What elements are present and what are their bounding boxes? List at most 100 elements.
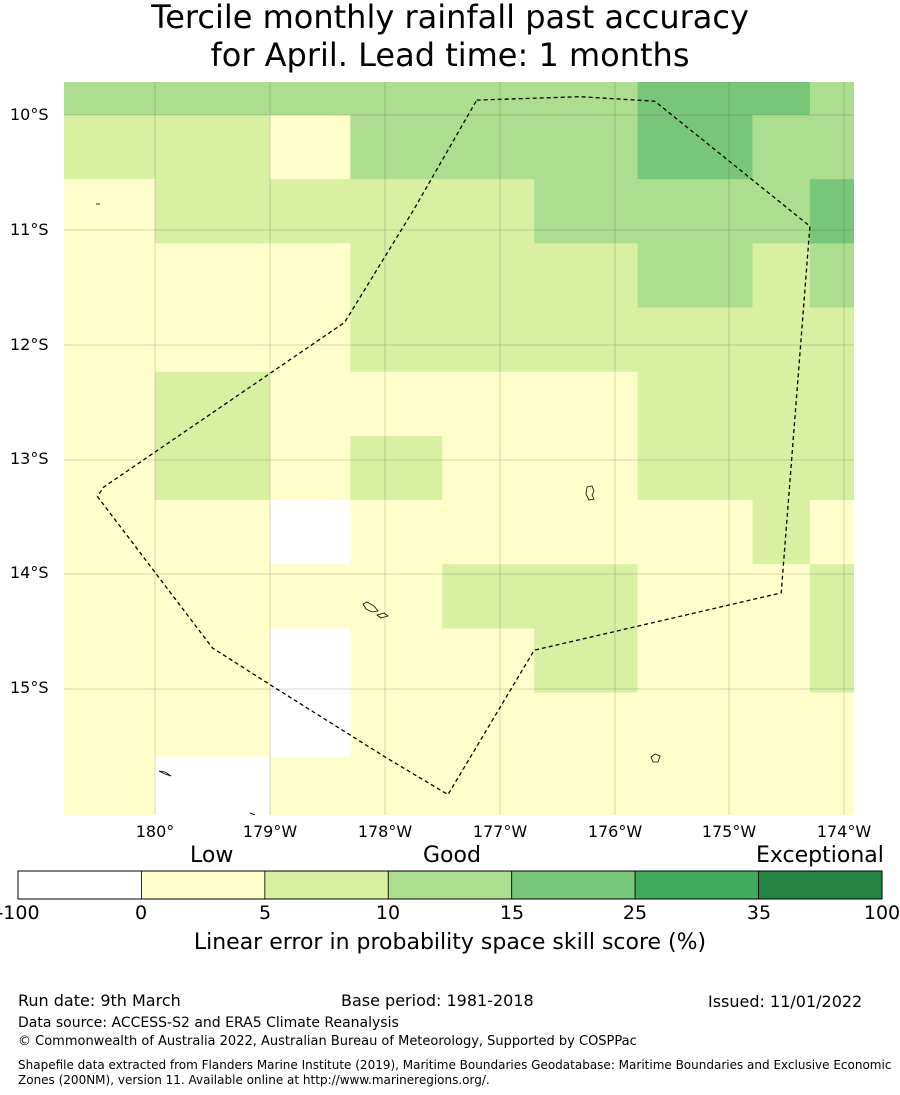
colorbar-label-exceptional: Exceptional	[756, 843, 884, 868]
skill-cell	[752, 179, 811, 244]
skill-cell	[534, 179, 639, 244]
colorbar-segment	[141, 870, 266, 900]
skill-cell	[64, 82, 156, 116]
colorbar-tick: 5	[258, 902, 272, 924]
skill-cell	[350, 371, 443, 437]
skill-cell	[442, 756, 535, 815]
island-outline	[650, 753, 661, 763]
skill-cell	[269, 82, 351, 116]
skill-cell	[534, 435, 639, 501]
skill-cell	[350, 564, 443, 630]
skill-cell	[637, 756, 754, 815]
lat-label-15s: 15°S	[10, 678, 49, 697]
skill-cell	[534, 243, 639, 309]
skill-cell	[534, 371, 639, 437]
lat-label-10s: 10°S	[10, 105, 49, 124]
skill-cell	[534, 564, 639, 630]
skill-cell	[752, 756, 811, 815]
skill-cell	[809, 564, 854, 630]
skill-cell	[442, 371, 535, 437]
copyright: © Commonwealth of Australia 2022, Austra…	[18, 1034, 637, 1049]
data-source: Data source: ACCESS-S2 and ERA5 Climate …	[18, 1015, 399, 1031]
skill-cell	[350, 82, 443, 116]
skill-cell	[269, 628, 351, 694]
skill-cell	[534, 307, 639, 373]
skill-cell	[442, 692, 535, 758]
map-title: Tercile monthly rainfall past accuracy f…	[0, 0, 900, 74]
skill-cell	[809, 435, 854, 501]
lat-label-12s: 12°S	[10, 335, 49, 354]
lon-label-174w: 174°W	[816, 822, 872, 841]
skill-cell	[350, 115, 443, 180]
island-outline	[585, 485, 595, 501]
skill-cell	[637, 243, 754, 309]
colorbar-segment	[634, 870, 759, 900]
colorbar-tick: 10	[375, 902, 401, 924]
skill-cell	[637, 82, 754, 116]
skill-cell	[637, 500, 754, 565]
colorbar-segment	[17, 870, 142, 900]
skill-cell	[534, 500, 639, 565]
colorbar-tick: -100	[0, 902, 40, 924]
skill-cell	[809, 628, 854, 694]
skill-cell	[155, 692, 271, 758]
skill-cell	[350, 435, 443, 501]
lat-label-14s: 14°S	[10, 563, 49, 582]
skill-cell	[269, 692, 351, 758]
skill-cell	[637, 371, 754, 437]
skill-cell	[269, 115, 351, 180]
skill-cell	[64, 756, 156, 815]
island-outline	[158, 770, 172, 777]
skill-cell	[752, 564, 811, 630]
lon-label-177w: 177°W	[472, 822, 528, 841]
lon-label-176w: 176°W	[587, 822, 643, 841]
skill-cell	[809, 756, 854, 815]
lon-label-175w: 175°W	[701, 822, 757, 841]
skill-cell	[269, 179, 351, 244]
skill-cell	[809, 243, 854, 309]
skill-cell	[752, 371, 811, 437]
colorbar-label-good: Good	[423, 843, 481, 868]
skill-cell	[809, 179, 854, 244]
skill-cell	[534, 115, 639, 180]
title-line-1: Tercile monthly rainfall past accuracy	[151, 0, 749, 36]
colorbar-segment	[264, 870, 389, 900]
skill-cell	[442, 307, 535, 373]
eez-boundary	[96, 96, 811, 796]
skill-cell	[442, 628, 535, 694]
issued-date: Issued: 11/01/2022	[708, 992, 863, 1011]
skill-cell	[350, 628, 443, 694]
skill-cell	[64, 628, 156, 694]
colorbar-tick: 15	[499, 902, 525, 924]
colorbar-segment	[511, 870, 636, 900]
skill-cell	[155, 628, 271, 694]
skill-cell	[442, 243, 535, 309]
skill-cell	[637, 628, 754, 694]
skill-cell	[809, 692, 854, 758]
skill-cell	[442, 115, 535, 180]
skill-cell	[752, 500, 811, 565]
skill-cell	[269, 435, 351, 501]
skill-cell	[155, 82, 271, 116]
colorbar-tick: 100	[863, 902, 900, 924]
skill-cell	[350, 692, 443, 758]
skill-cell	[442, 500, 535, 565]
skill-cell	[809, 115, 854, 180]
skill-cell	[350, 179, 443, 244]
shapefile-credit-line-1: Shapefile data extracted from Flanders M…	[18, 1058, 892, 1072]
skill-cell	[64, 243, 156, 309]
lon-label-178w: 178°W	[357, 822, 413, 841]
colorbar-tick: 25	[622, 902, 648, 924]
skill-cell	[534, 82, 639, 116]
colorbar-segment	[387, 870, 513, 900]
island-outline	[376, 612, 389, 619]
skill-cell	[64, 435, 156, 501]
skill-cell	[350, 307, 443, 373]
skill-cell	[442, 179, 535, 244]
colorbar-tick: 0	[134, 902, 148, 924]
skill-cell	[350, 243, 443, 309]
skill-cell	[637, 435, 754, 501]
skill-cell	[269, 756, 351, 815]
skill-cell	[269, 500, 351, 565]
skill-cell	[442, 435, 535, 501]
